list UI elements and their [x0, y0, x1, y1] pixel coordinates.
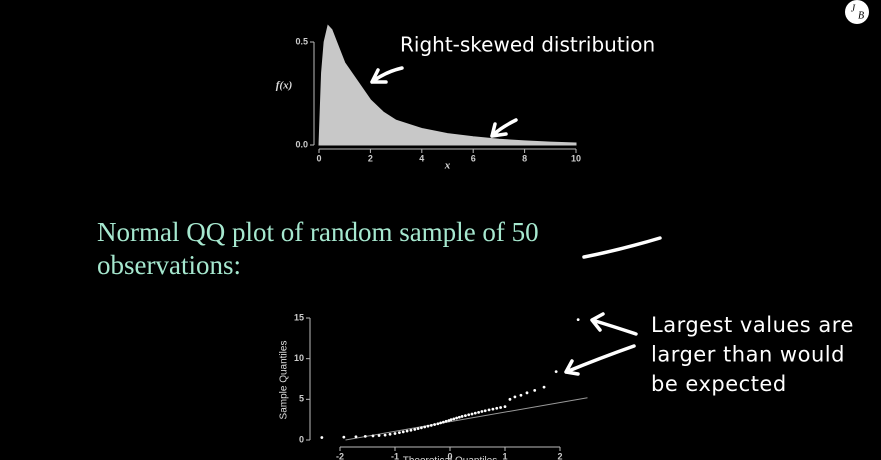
y-tick-label: 10 [294, 353, 304, 363]
arrow [370, 66, 404, 84]
y-axis-label: Sample Quantiles [279, 341, 290, 420]
point [393, 432, 397, 435]
point [457, 415, 461, 419]
point [533, 388, 537, 392]
arrow [490, 118, 518, 138]
point [554, 370, 558, 374]
point [420, 426, 423, 430]
point [342, 435, 346, 439]
qq-line [345, 397, 588, 441]
point [388, 432, 392, 436]
x-tick-label: 2 [368, 153, 373, 163]
point [401, 430, 405, 434]
x-tick-label: 6 [471, 153, 476, 163]
point [525, 391, 529, 395]
point [499, 406, 502, 409]
point [426, 424, 430, 428]
x-tick-label: 8 [522, 153, 527, 163]
point [320, 436, 324, 439]
point [503, 405, 507, 409]
x-tick-label: 0 [447, 451, 452, 460]
point [449, 418, 453, 422]
density-area [318, 24, 577, 146]
point [447, 419, 451, 422]
x-tick-label: 2 [557, 451, 562, 460]
point [542, 385, 546, 389]
point [480, 410, 484, 413]
point [442, 420, 445, 424]
arrow [564, 344, 636, 376]
point [470, 412, 474, 416]
y-tick-label: 5 [299, 394, 304, 404]
x-tick-label: 4 [419, 153, 424, 163]
y-tick-label: 15 [294, 312, 304, 322]
annotation: larger than would [651, 343, 845, 367]
point [444, 419, 448, 423]
point [429, 423, 433, 427]
point [436, 422, 440, 426]
point [513, 395, 517, 399]
point [383, 433, 387, 437]
x-axis-label: Theoretical Quantiles [403, 456, 498, 460]
point [455, 416, 458, 420]
point [405, 429, 409, 433]
logo-letter: J [851, 3, 856, 14]
x-tick-label: 1 [502, 451, 507, 460]
point [464, 414, 467, 417]
point [473, 411, 477, 415]
point [483, 409, 487, 413]
point [477, 410, 480, 414]
annotation: Right-skewed distribution [400, 33, 655, 57]
point [377, 434, 381, 437]
point [413, 428, 417, 431]
point [491, 407, 495, 411]
arrow [590, 312, 638, 336]
y-tick-label: 0 [299, 434, 304, 444]
y-tick-label: 0.0 [295, 139, 308, 149]
point [576, 318, 580, 322]
logo [845, 0, 869, 24]
underline [582, 236, 662, 259]
heading-line: observations: [97, 250, 241, 280]
point [519, 393, 523, 397]
point [452, 417, 456, 421]
point [371, 434, 375, 438]
point [354, 435, 358, 439]
y-axis-label: f(x) [276, 80, 293, 92]
point [433, 423, 436, 426]
point [467, 413, 471, 417]
heading-line: Normal QQ plot of random sample of 50 [97, 217, 539, 247]
x-tick-label: 10 [571, 153, 581, 163]
point [495, 406, 499, 410]
point [363, 434, 367, 438]
point [409, 428, 413, 432]
annotation: Largest values are [651, 313, 854, 337]
point [398, 431, 401, 435]
annotation: be expected [651, 372, 787, 396]
logo-letter: B [858, 10, 864, 21]
point [439, 421, 443, 425]
x-tick-label: 0 [316, 153, 321, 163]
point [423, 425, 427, 429]
point [487, 408, 491, 412]
x-axis-label: x [444, 160, 451, 172]
point [416, 427, 420, 431]
x-tick-label: -2 [336, 451, 344, 460]
point [460, 415, 464, 418]
x-tick-label: -1 [391, 451, 399, 460]
point [508, 397, 512, 401]
y-tick-label: 0.5 [295, 36, 308, 46]
